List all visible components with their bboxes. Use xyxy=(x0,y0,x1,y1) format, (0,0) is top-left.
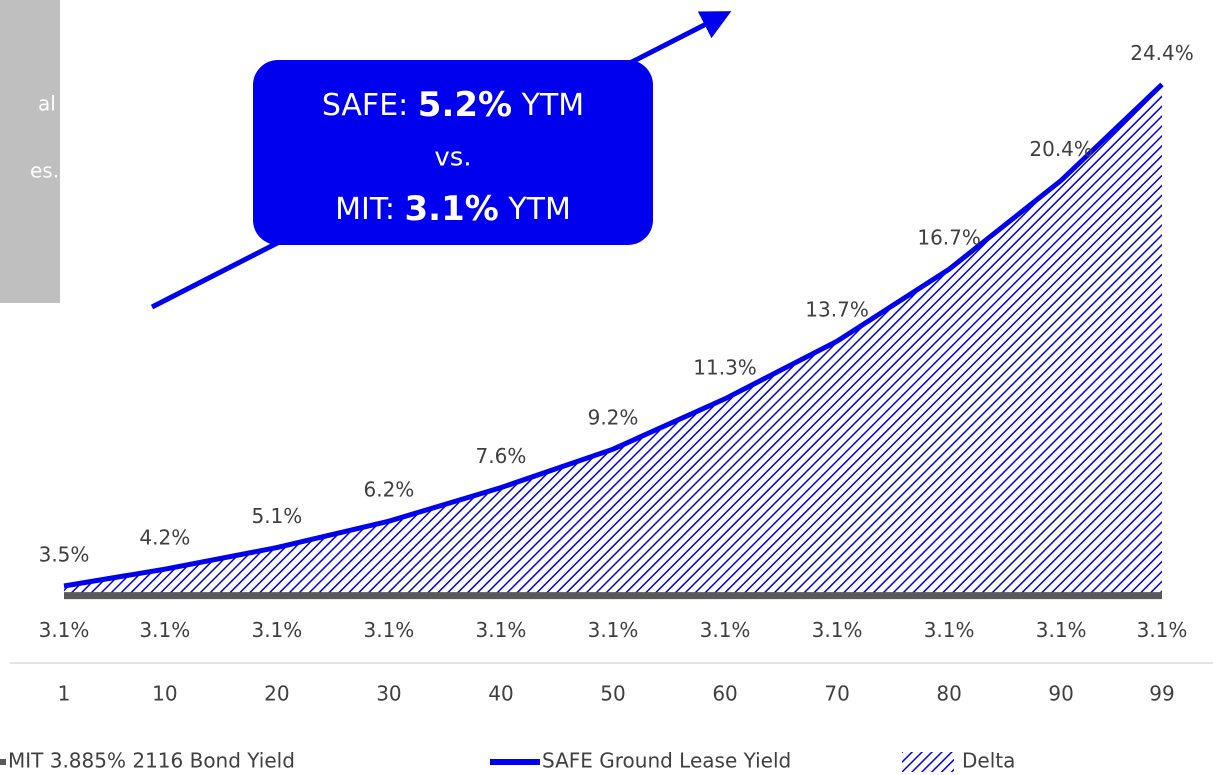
callout xyxy=(253,60,653,245)
x-tick-label: 40 xyxy=(488,682,513,706)
callout-line: vs. xyxy=(434,143,471,173)
callout-text: MIT: xyxy=(335,192,404,227)
data-label: 3.1% xyxy=(1137,618,1188,642)
data-label: 5.1% xyxy=(251,504,302,528)
data-label: 3.1% xyxy=(700,618,751,642)
callout-text: SAFE: xyxy=(322,88,418,123)
x-tick-label: 10 xyxy=(152,682,177,706)
sidebar xyxy=(0,0,60,303)
legend-label: Delta xyxy=(962,749,1015,773)
x-tick-label: 80 xyxy=(936,682,961,706)
x-tick-label: 30 xyxy=(376,682,401,706)
x-tick-label: 99 xyxy=(1149,682,1174,706)
data-label: 4.2% xyxy=(139,526,190,550)
x-tick-label: 60 xyxy=(712,682,737,706)
data-label: 3.1% xyxy=(924,618,975,642)
data-label: 3.1% xyxy=(364,618,415,642)
data-label: 11.3% xyxy=(693,355,757,379)
data-label: 16.7% xyxy=(917,226,981,250)
delta-area xyxy=(64,84,1162,596)
x-tick-label: 50 xyxy=(600,682,625,706)
x-tick-label: 70 xyxy=(824,682,849,706)
x-tick-label: 1 xyxy=(58,682,71,706)
series-line xyxy=(63,82,1164,589)
data-label: 3.1% xyxy=(139,618,190,642)
data-label: 3.1% xyxy=(251,618,302,642)
callout-value: 5.2% xyxy=(418,85,512,125)
data-label: 9.2% xyxy=(588,406,639,430)
data-label: 3.1% xyxy=(812,618,863,642)
legend-swatch xyxy=(902,752,954,772)
x-tick-label: 90 xyxy=(1048,682,1073,706)
data-label: 3.1% xyxy=(588,618,639,642)
sidebar-text: es.” xyxy=(30,159,69,183)
x-tick-label: 20 xyxy=(264,682,289,706)
callout-text: YTM xyxy=(499,192,571,227)
legend-label: MIT 3.885% 2116 Bond Yield xyxy=(8,749,295,773)
data-label: 6.2% xyxy=(364,478,415,502)
sidebar-text: al xyxy=(38,92,56,116)
callout-line: MIT: 3.1% YTM xyxy=(335,189,571,229)
data-label: 3.1% xyxy=(39,618,90,642)
data-label: 3.5% xyxy=(39,543,90,567)
callout-value: 3.1% xyxy=(405,189,499,229)
data-label: 7.6% xyxy=(476,444,527,468)
data-label: 24.4% xyxy=(1130,41,1194,65)
data-label: 3.1% xyxy=(476,618,527,642)
callout-line: SAFE: 5.2% YTM xyxy=(322,85,584,125)
data-label: 20.4% xyxy=(1029,137,1093,161)
data-label: 3.1% xyxy=(1036,618,1087,642)
data-label: 13.7% xyxy=(805,298,869,322)
legend-label: SAFE Ground Lease Yield xyxy=(542,749,791,773)
callout-text: YTM xyxy=(512,88,584,123)
